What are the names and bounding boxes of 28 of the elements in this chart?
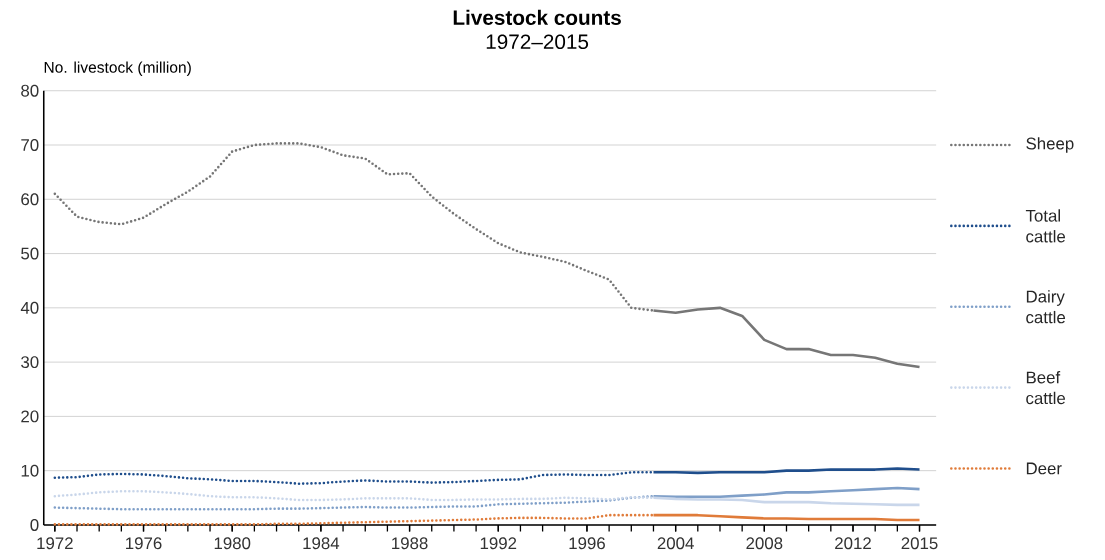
y-tick-label: 20 — [21, 410, 39, 423]
legend-label: Beef cattle — [1026, 371, 1066, 405]
x-tick-label: 2015 — [901, 537, 938, 550]
legend-label: Deer — [1026, 462, 1062, 475]
chart-subtitle: 1972–2015 — [486, 34, 589, 50]
x-tick-label: 1984 — [303, 537, 340, 550]
y-tick-label: 30 — [21, 356, 39, 369]
y-tick-label: 60 — [21, 193, 39, 206]
x-tick-label: 2004 — [657, 537, 694, 550]
y-tick-label: 70 — [21, 139, 39, 151]
legend-label: Sheep — [1026, 137, 1074, 153]
x-tick-label: 2008 — [746, 537, 783, 550]
legend-label: Total cattle — [1025, 209, 1066, 243]
y-tick-label: 80 — [21, 84, 39, 97]
x-tick-label: 1980 — [214, 537, 251, 550]
x-tick-label: 1976 — [126, 537, 162, 550]
x-tick-label: 1992 — [480, 537, 517, 550]
x-tick-label: 1972 — [37, 537, 73, 550]
y-tick-label: 10 — [21, 464, 39, 477]
y-tick-label: 40 — [20, 301, 39, 314]
legend-label: Dairy cattle — [1026, 290, 1066, 324]
x-tick-label: 1988 — [392, 537, 428, 550]
y-tick-label: 50 — [21, 247, 39, 260]
x-tick-label: 2012 — [835, 537, 871, 550]
y-tick-label: 0 — [30, 519, 39, 531]
x-tick-label: 1996 — [569, 537, 605, 550]
y-axis-title: No. livestock (million) — [44, 61, 191, 76]
chart-title: Livestock counts — [453, 9, 621, 26]
